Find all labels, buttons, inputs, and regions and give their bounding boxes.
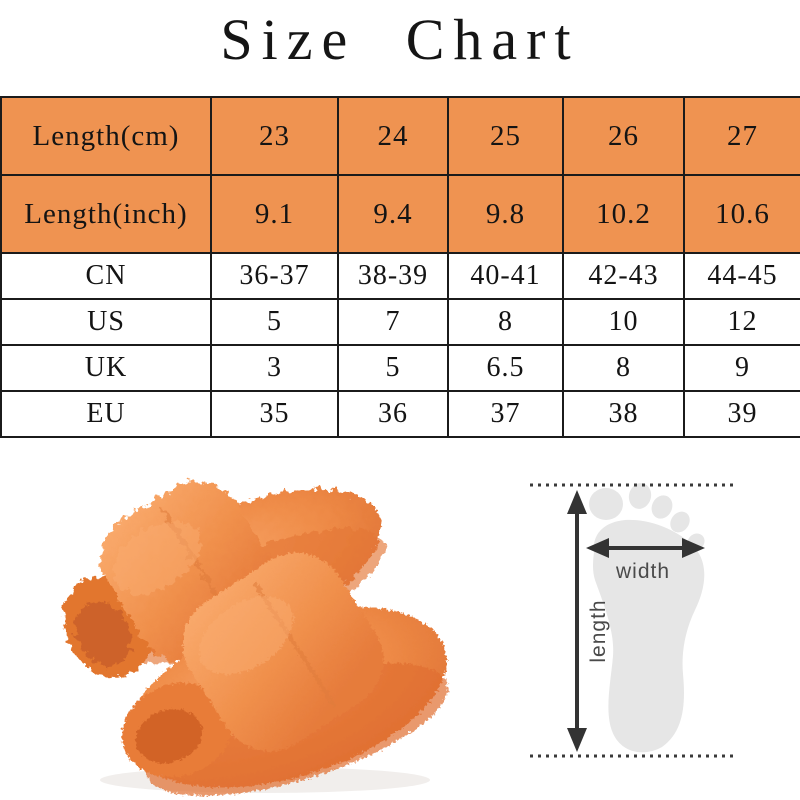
size-cell: 7 <box>337 298 449 346</box>
size-cell: 27 <box>683 96 800 176</box>
table-row-length-cm: Length(cm) 23 24 25 26 27 <box>0 96 800 176</box>
foot-measure-diagram: width length <box>530 483 733 758</box>
size-cell: 38-39 <box>337 252 449 300</box>
row-label: EU <box>0 390 212 438</box>
size-cell: 26 <box>562 96 685 176</box>
row-label: UK <box>0 344 212 392</box>
size-cell: 5 <box>337 344 449 392</box>
size-cell: 10.6 <box>683 174 800 254</box>
size-cell: 38 <box>562 390 685 438</box>
size-cell: 8 <box>562 344 685 392</box>
width-label: width <box>615 560 670 583</box>
size-cell: 5 <box>210 298 339 346</box>
size-cell: 24 <box>337 96 449 176</box>
size-cell: 3 <box>210 344 339 392</box>
size-cell: 12 <box>683 298 800 346</box>
row-label: US <box>0 298 212 346</box>
width-arrow <box>586 538 705 558</box>
size-cell: 44-45 <box>683 252 800 300</box>
table-row-uk: UK 3 5 6.5 8 9 <box>0 344 800 392</box>
size-cell: 36-37 <box>210 252 339 300</box>
size-cell: 23 <box>210 96 339 176</box>
size-cell: 9.4 <box>337 174 449 254</box>
length-label: length <box>587 599 610 662</box>
size-chart-table: Length(cm) 23 24 25 26 27 Length(inch) 9… <box>0 96 800 438</box>
size-cell: 40-41 <box>447 252 564 300</box>
size-cell: 25 <box>447 96 564 176</box>
size-cell: 37 <box>447 390 564 438</box>
size-cell: 42-43 <box>562 252 685 300</box>
size-cell: 39 <box>683 390 800 438</box>
size-cell: 6.5 <box>447 344 564 392</box>
row-label: Length(cm) <box>0 96 212 176</box>
foot-outline <box>589 483 705 753</box>
page-title: Size Chart <box>220 7 580 72</box>
slipper-front <box>121 552 448 796</box>
size-cell: 9 <box>683 344 800 392</box>
row-label: CN <box>0 252 212 300</box>
table-row-eu: EU 35 36 37 38 39 <box>0 390 800 438</box>
product-photo-slippers <box>63 481 448 796</box>
size-cell: 36 <box>337 390 449 438</box>
size-cell: 9.8 <box>447 174 564 254</box>
row-label: Length(inch) <box>0 174 212 254</box>
size-cell: 10.2 <box>562 174 685 254</box>
size-cell: 8 <box>447 298 564 346</box>
table-row-us: US 5 7 8 10 12 <box>0 298 800 346</box>
size-cell: 10 <box>562 298 685 346</box>
length-arrow <box>567 490 587 752</box>
table-row-length-inch: Length(inch) 9.1 9.4 9.8 10.2 10.6 <box>0 174 800 254</box>
size-cell: 35 <box>210 390 339 438</box>
size-cell: 9.1 <box>210 174 339 254</box>
table-row-cn: CN 36-37 38-39 40-41 42-43 44-45 <box>0 252 800 300</box>
